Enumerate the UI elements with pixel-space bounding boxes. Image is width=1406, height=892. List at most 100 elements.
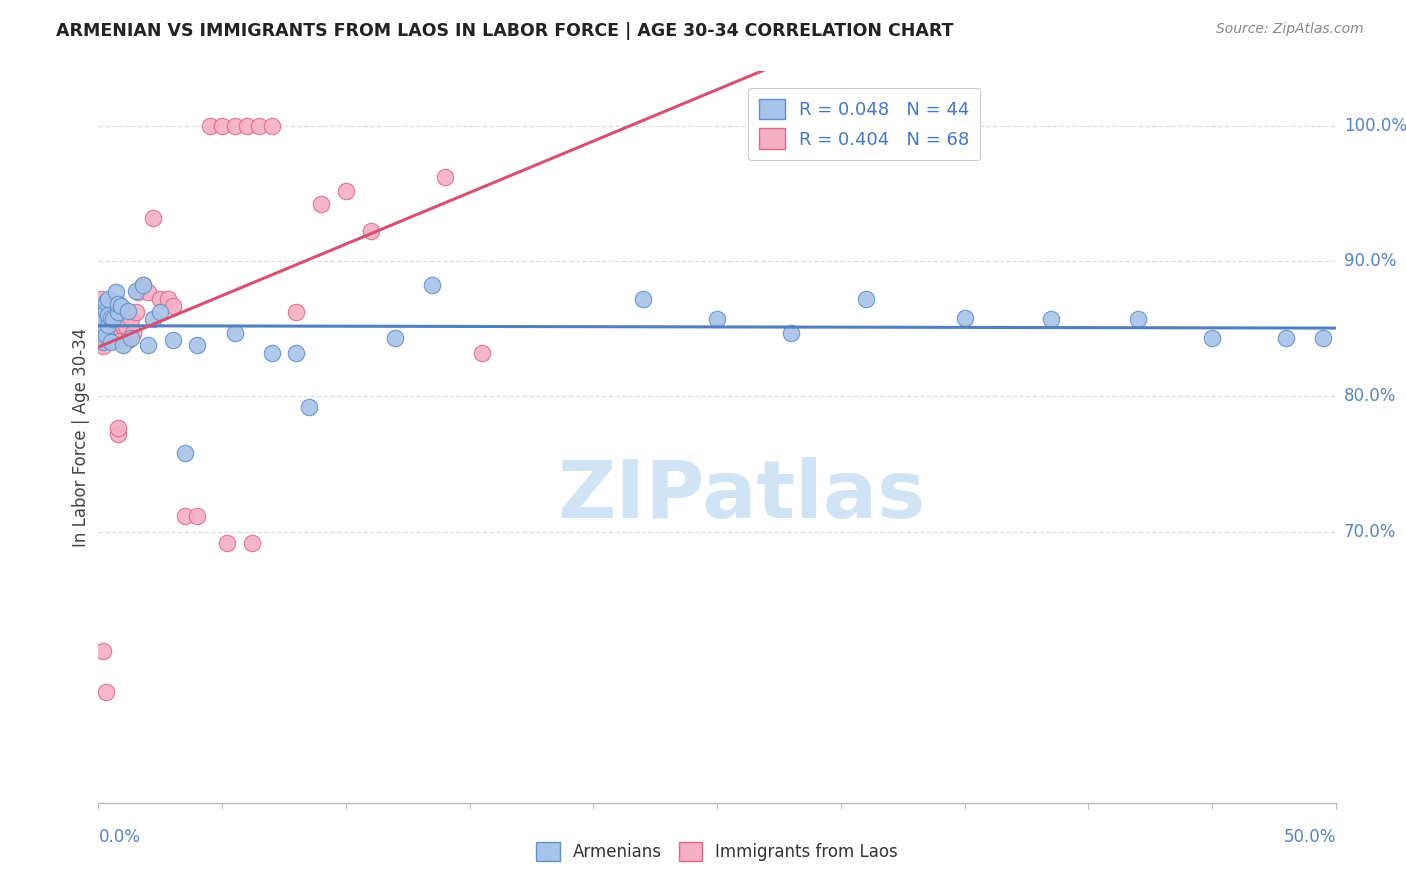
Point: [94, 304, 117, 318]
Point: [780, 326, 803, 340]
Point: [94, 318, 117, 333]
Point: [285, 346, 308, 360]
Text: Source: ZipAtlas.com: Source: ZipAtlas.com: [1216, 22, 1364, 37]
Point: [90, 312, 112, 326]
Point: [97, 312, 120, 326]
Point: [93, 310, 115, 325]
Text: ZIPatlas: ZIPatlas: [558, 457, 927, 534]
Point: [100, 310, 122, 325]
Point: [93, 312, 115, 326]
Point: [162, 333, 184, 347]
Point: [136, 338, 159, 352]
Point: [93, 312, 115, 326]
Point: [93, 318, 115, 333]
Point: [104, 333, 127, 347]
Point: [107, 305, 129, 319]
Point: [112, 318, 135, 333]
Point: [93, 312, 115, 326]
Point: [162, 299, 184, 313]
Point: [107, 297, 129, 311]
Point: [90, 305, 112, 319]
Point: [94, 333, 117, 347]
Point: [110, 326, 132, 340]
Point: [247, 119, 270, 133]
Point: [1040, 312, 1063, 326]
Point: [335, 184, 357, 198]
Point: [132, 278, 155, 293]
Text: ARMENIAN VS IMMIGRANTS FROM LAOS IN LABOR FORCE | AGE 30-34 CORRELATION CHART: ARMENIAN VS IMMIGRANTS FROM LAOS IN LABO…: [56, 22, 953, 40]
Point: [94, 684, 117, 698]
Point: [112, 338, 135, 352]
Point: [90, 326, 112, 340]
Point: [953, 310, 976, 325]
Point: [103, 312, 125, 326]
Point: [104, 285, 127, 300]
Point: [100, 305, 122, 319]
Point: [107, 427, 129, 442]
Point: [433, 169, 456, 184]
Point: [384, 331, 406, 345]
Point: [90, 333, 112, 347]
Point: [422, 278, 444, 293]
Point: [285, 305, 308, 319]
Y-axis label: In Labor Force | Age 30-34: In Labor Force | Age 30-34: [72, 327, 90, 547]
Point: [224, 119, 246, 133]
Point: [94, 294, 117, 309]
Point: [149, 305, 172, 319]
Point: [224, 326, 246, 340]
Point: [90, 318, 112, 332]
Point: [100, 326, 122, 340]
Point: [631, 292, 654, 306]
Point: [90, 312, 112, 326]
Text: 100.0%: 100.0%: [1344, 117, 1406, 135]
Point: [97, 333, 120, 347]
Point: [93, 305, 115, 319]
Text: 50.0%: 50.0%: [1284, 828, 1336, 846]
Point: [94, 333, 117, 347]
Point: [117, 333, 139, 347]
Point: [117, 304, 139, 318]
Point: [90, 305, 112, 319]
Point: [93, 333, 115, 347]
Point: [198, 119, 221, 133]
Point: [112, 312, 135, 326]
Point: [97, 292, 120, 306]
Point: [260, 346, 283, 360]
Point: [90, 318, 112, 333]
Point: [1275, 331, 1298, 345]
Point: [93, 326, 115, 340]
Point: [97, 308, 120, 322]
Point: [1312, 331, 1334, 345]
Point: [186, 508, 208, 523]
Point: [104, 312, 127, 326]
Point: [94, 312, 117, 326]
Point: [110, 333, 132, 347]
Point: [298, 401, 321, 415]
Text: 90.0%: 90.0%: [1344, 252, 1396, 270]
Text: 80.0%: 80.0%: [1344, 387, 1396, 406]
Point: [471, 346, 494, 360]
Point: [1201, 331, 1223, 345]
Point: [100, 335, 122, 350]
Point: [127, 285, 149, 300]
Point: [217, 535, 239, 549]
Point: [120, 331, 142, 345]
Point: [855, 292, 877, 306]
Point: [706, 312, 728, 326]
Point: [107, 420, 129, 434]
Point: [174, 508, 197, 523]
Point: [103, 318, 125, 333]
Point: [93, 333, 115, 347]
Point: [309, 197, 332, 211]
Point: [142, 211, 165, 225]
Legend: Armenians, Immigrants from Laos: Armenians, Immigrants from Laos: [530, 835, 904, 868]
Point: [97, 318, 120, 332]
Point: [90, 333, 112, 347]
Point: [1126, 312, 1149, 326]
Point: [142, 312, 165, 326]
Point: [240, 535, 263, 549]
Point: [124, 305, 146, 319]
Point: [236, 119, 259, 133]
Text: 0.0%: 0.0%: [98, 828, 141, 846]
Point: [103, 333, 125, 347]
